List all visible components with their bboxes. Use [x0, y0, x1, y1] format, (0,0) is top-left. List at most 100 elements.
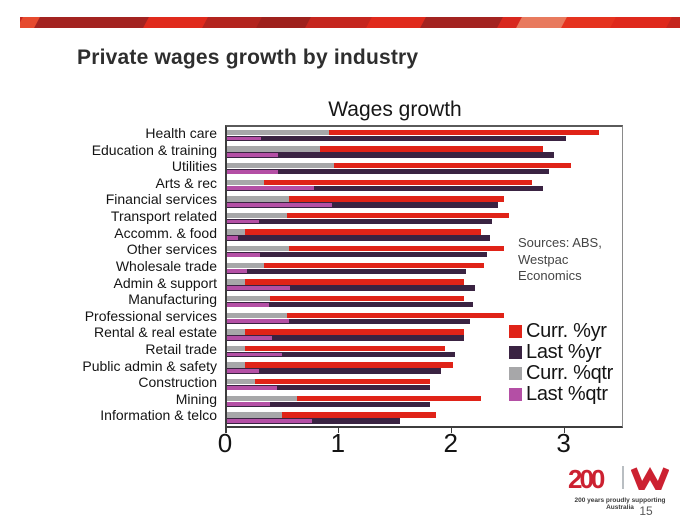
bar-curr-qtr — [227, 412, 283, 418]
legend-item: Last %qtr — [509, 383, 613, 405]
bar-curr-qtr — [227, 395, 297, 401]
bar-last-qtr — [227, 319, 290, 324]
bar-curr-qtr — [227, 262, 265, 269]
category-label: Information & telco — [100, 407, 217, 424]
x-tick-label: 0 — [217, 428, 233, 458]
bar-curr-yr — [227, 378, 431, 385]
x-tick-label: 3 — [556, 428, 571, 458]
x-tick-label: 1 — [330, 428, 346, 458]
banner-segment — [560, 17, 618, 28]
category-label: Admin & support — [113, 274, 218, 291]
category-label: Utilities — [171, 158, 217, 175]
bar-curr-qtr — [227, 212, 287, 219]
bar-last-qtr — [227, 153, 278, 157]
x-tick-mark — [337, 426, 340, 433]
bar-curr-yr — [227, 362, 453, 368]
legend-swatch-icon — [509, 325, 522, 338]
footer-tagline: 200 years proudly supporting Australia — [574, 497, 666, 511]
category-label: Education & training — [91, 141, 217, 158]
slide-title: Private wages growth by industry — [77, 46, 419, 69]
legend-item: Last %yr — [509, 341, 613, 363]
banner-segment — [201, 17, 264, 28]
bar-last-qtr — [227, 402, 270, 407]
legend-label: Last %yr — [526, 341, 602, 363]
legend-swatch-icon — [509, 388, 522, 401]
bar-curr-qtr — [227, 378, 256, 385]
legend-swatch-icon — [509, 346, 522, 359]
sources-annotation: Sources: ABS, Westpac Economics — [518, 235, 602, 284]
bar-last-qtr — [227, 186, 314, 191]
bar-last-yr — [227, 185, 543, 192]
bar-curr-qtr — [227, 312, 287, 318]
bar-curr-qtr — [227, 345, 246, 352]
category-label: Accomm. & food — [114, 224, 217, 241]
bar-last-yr — [227, 418, 400, 424]
legend-item: Curr. %qtr — [509, 362, 613, 384]
banner-segment — [609, 17, 673, 28]
bar-last-qtr — [227, 286, 291, 290]
bar-curr-qtr — [227, 362, 246, 368]
bar-last-qtr — [227, 335, 273, 340]
bar-curr-yr — [227, 129, 600, 136]
bar-curr-yr — [227, 295, 464, 302]
bar-curr-yr — [227, 412, 436, 418]
plot-area — [225, 125, 623, 428]
bar-curr-yr — [227, 279, 464, 285]
bar-last-yr — [227, 218, 493, 225]
bar-last-yr — [227, 135, 566, 142]
bar-curr-qtr — [227, 196, 290, 202]
bar-curr-qtr — [227, 246, 290, 252]
bar-last-qtr — [227, 418, 312, 423]
bar-curr-yr — [227, 146, 543, 152]
category-label: Wholesale trade — [115, 257, 217, 274]
bar-last-qtr — [227, 219, 259, 224]
westpac-200-logo: 200 — [568, 464, 605, 494]
category-label: Arts & rec — [155, 174, 217, 191]
bar-last-yr — [227, 384, 431, 391]
banner-stripe — [20, 17, 680, 28]
westpac-w-icon — [630, 466, 670, 496]
bar-last-qtr — [227, 252, 260, 257]
legend-swatch-icon — [509, 367, 522, 380]
bar-last-qtr — [227, 269, 248, 274]
category-label: Rental & real estate — [94, 324, 217, 341]
bar-curr-qtr — [227, 163, 335, 169]
category-label: Transport related — [110, 208, 217, 225]
bar-last-qtr — [227, 236, 239, 241]
category-label: Financial services — [105, 191, 217, 208]
banner-segment — [365, 17, 428, 28]
legend-label: Curr. %yr — [526, 320, 607, 342]
bar-last-yr — [227, 301, 474, 308]
category-label: Health care — [145, 125, 217, 141]
bar-curr-qtr — [227, 229, 246, 235]
banner-segment — [142, 17, 210, 28]
bar-last-yr — [227, 318, 470, 324]
bar-curr-qtr — [227, 295, 270, 302]
x-tick-label: 2 — [443, 428, 458, 458]
banner-segment — [304, 17, 374, 28]
bar-curr-yr — [227, 163, 572, 169]
x-tick-mark — [225, 426, 227, 433]
bar-last-qtr — [227, 302, 269, 307]
category-label: Manufacturing — [128, 291, 217, 308]
bar-curr-qtr — [227, 329, 246, 335]
bar-last-yr — [227, 285, 476, 291]
chart-title: Wages growth — [328, 98, 462, 121]
bar-last-qtr — [227, 169, 278, 174]
bar-curr-yr — [227, 329, 464, 335]
bar-last-yr — [227, 351, 455, 358]
bar-curr-yr — [227, 246, 504, 252]
bar-curr-yr — [227, 196, 504, 202]
bar-last-yr — [227, 368, 442, 374]
bar-curr-qtr — [227, 279, 246, 285]
bar-last-qtr — [227, 136, 261, 141]
category-label: Construction — [138, 374, 217, 391]
x-tick-mark — [563, 426, 566, 433]
category-label: Retail trade — [145, 340, 217, 357]
banner-segments — [20, 17, 680, 28]
bar-curr-yr — [227, 212, 510, 219]
bar-curr-yr — [227, 262, 485, 269]
bar-curr-yr — [227, 229, 481, 235]
bar-last-yr — [227, 335, 464, 341]
bar-last-qtr — [227, 369, 259, 373]
